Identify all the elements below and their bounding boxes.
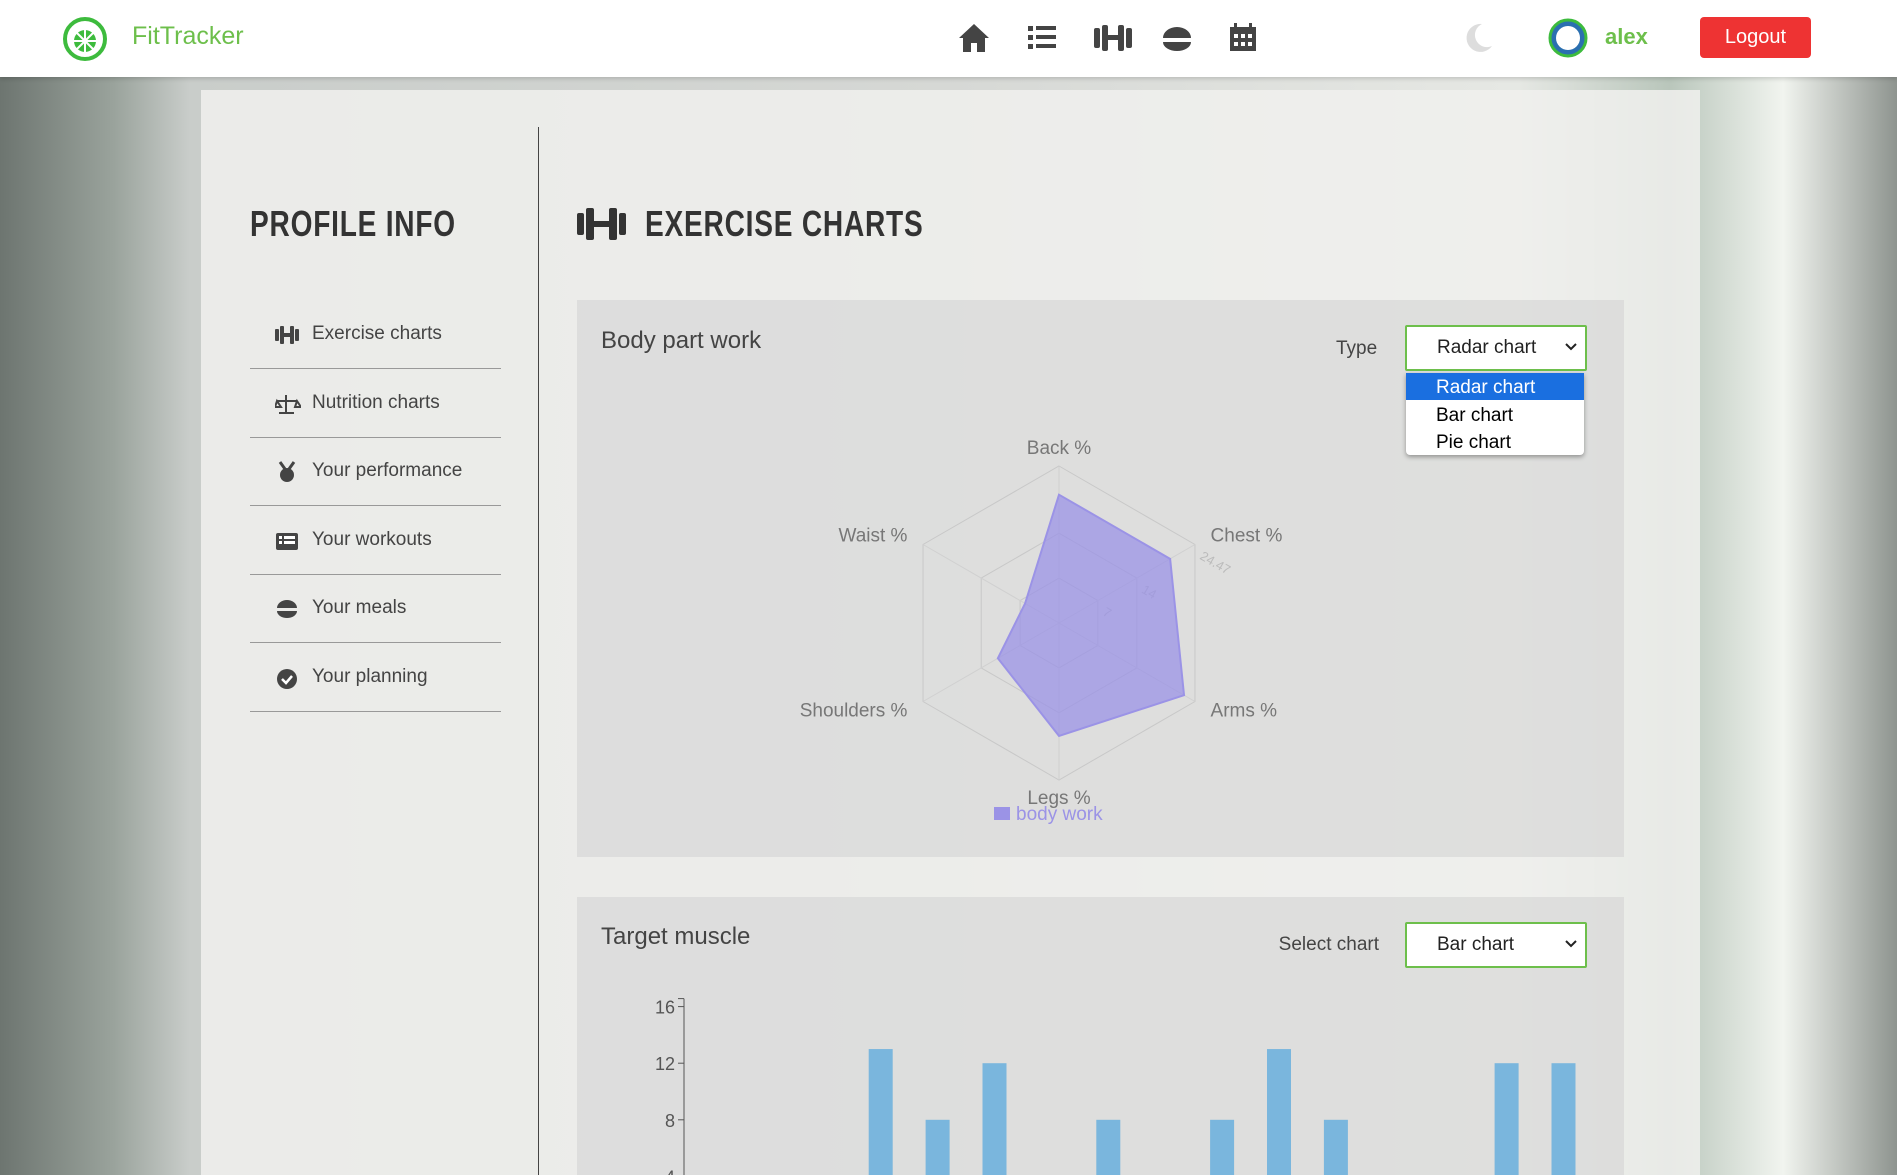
- axis-label: Shoulders %: [800, 701, 908, 722]
- option[interactable]: Bar chart: [1406, 401, 1584, 428]
- avatar[interactable]: [1548, 18, 1588, 58]
- logo[interactable]: [62, 16, 108, 62]
- title-icon: [577, 208, 626, 240]
- menu-icon: [277, 668, 297, 689]
- menu-item[interactable]: Your meals: [250, 575, 501, 643]
- menu-label: Your planning: [312, 665, 428, 687]
- option-text: Bar chart: [1436, 405, 1514, 426]
- menu-item[interactable]: Your performance: [250, 438, 501, 506]
- r-tick-label: 24.47: [1197, 548, 1233, 577]
- bar: [1323, 1119, 1348, 1175]
- option[interactable]: Pie chart: [1406, 428, 1584, 455]
- bar: [1551, 1063, 1576, 1175]
- axis-label: Legs %: [1027, 788, 1090, 809]
- select-label: Type: [1336, 338, 1378, 359]
- legend-label: body work: [1016, 804, 1103, 825]
- select-value: Bar chart: [1437, 934, 1515, 955]
- y-tick-label: 4: [665, 1167, 675, 1175]
- axis-label: Waist %: [838, 526, 907, 547]
- bar: [982, 1063, 1007, 1175]
- bar: [1096, 1119, 1121, 1175]
- radar-area: [996, 493, 1186, 738]
- legend-swatch: [994, 807, 1010, 820]
- menu-item[interactable]: Your workouts: [250, 507, 501, 575]
- menu-label: Your performance: [312, 460, 463, 481]
- axis-label: Back %: [1027, 438, 1092, 459]
- y-tick-label: 8: [665, 1111, 675, 1131]
- chart-type-select[interactable]: Radar chart: [1405, 325, 1587, 371]
- option[interactable]: Radar chart: [1406, 373, 1584, 400]
- select-label: Select chart: [1278, 934, 1379, 955]
- menu-item[interactable]: Your planning: [250, 644, 501, 712]
- menu-item[interactable]: Nutrition charts: [250, 370, 501, 438]
- axis-label: Chest %: [1211, 526, 1283, 547]
- menu-label: Your meals: [312, 597, 407, 618]
- menu-icon: [275, 394, 301, 414]
- select-value: Radar chart: [1437, 337, 1537, 358]
- chart-type-select[interactable]: Bar chart: [1405, 922, 1587, 968]
- sidebar-title: PROFILE INFO: [250, 203, 456, 244]
- menu-icon: [275, 326, 299, 344]
- divider: [538, 127, 539, 1175]
- card-title: Body part work: [601, 327, 762, 354]
- menu-label: Exercise charts: [312, 323, 442, 344]
- main-title: EXERCISE CHARTS: [645, 203, 924, 244]
- theme-toggle[interactable]: [1460, 20, 1496, 56]
- option-text: Pie chart: [1436, 432, 1511, 453]
- y-tick-label: 12: [655, 1054, 675, 1074]
- logout-button[interactable]: Logout: [1700, 17, 1811, 58]
- menu-icon: [278, 461, 296, 482]
- bar: [1267, 1049, 1291, 1175]
- option-text: Radar chart: [1436, 377, 1536, 398]
- bar: [1210, 1119, 1235, 1175]
- menu-label: Nutrition charts: [312, 391, 440, 413]
- axis-label: Arms %: [1211, 701, 1278, 722]
- bar: [868, 1049, 893, 1175]
- menu-icon: [277, 600, 297, 618]
- y-tick-label: 16: [655, 998, 675, 1018]
- header: FitTracker alex Logout: [0, 0, 1897, 77]
- brand[interactable]: FitTracker: [132, 22, 244, 50]
- username[interactable]: alex: [1605, 24, 1648, 49]
- card-title: Target muscle: [601, 923, 751, 950]
- dropdown: Radar chart Bar chart Pie chart: [1406, 373, 1584, 455]
- nav-icons[interactable]: [955, 18, 1265, 58]
- bar: [925, 1119, 950, 1175]
- bar: [1494, 1063, 1519, 1175]
- menu-label: Your workouts: [312, 528, 432, 550]
- menu-item[interactable]: Exercise charts: [250, 301, 501, 369]
- menu-icon: [276, 532, 298, 550]
